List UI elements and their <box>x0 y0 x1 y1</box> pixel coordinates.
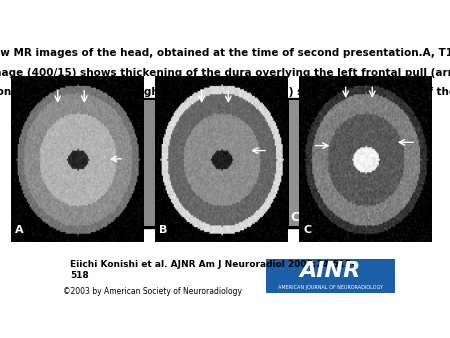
Text: C: C <box>303 225 311 235</box>
Text: B: B <box>159 225 167 235</box>
Text: AMERICAN JOURNAL OF NEURORADIOLOGY: AMERICAN JOURNAL OF NEURORADIOLOGY <box>278 285 382 290</box>
Text: AINR: AINR <box>299 261 360 281</box>
Text: MR image (400/15) shows thickening of the dura overlying the left frontal pull (: MR image (400/15) shows thickening of th… <box>0 68 450 78</box>
FancyBboxPatch shape <box>266 259 395 293</box>
Text: C: C <box>290 211 299 224</box>
Text: Eiichi Konishi et al. AJNR Am J Neuroradiol 2003;24:515-
518: Eiichi Konishi et al. AJNR Am J Neurorad… <box>70 261 356 280</box>
FancyBboxPatch shape <box>178 100 279 226</box>
FancyBboxPatch shape <box>287 98 393 228</box>
FancyBboxPatch shape <box>66 100 167 226</box>
Text: B: B <box>178 211 188 224</box>
Text: ©2003 by American Society of Neuroradiology: ©2003 by American Society of Neuroradiol… <box>63 287 242 296</box>
Text: Axial view MR images of the head, obtained at the time of second presentation.A,: Axial view MR images of the head, obtain… <box>0 48 450 58</box>
FancyBboxPatch shape <box>63 98 170 228</box>
Text: A: A <box>67 211 76 224</box>
Text: Contrast-enhanced T1-weighted MR image (400/15) shows enhancement of the ...: Contrast-enhanced T1-weighted MR image (… <box>0 88 450 97</box>
FancyBboxPatch shape <box>175 98 281 228</box>
FancyBboxPatch shape <box>289 100 390 226</box>
Text: A: A <box>15 225 24 235</box>
